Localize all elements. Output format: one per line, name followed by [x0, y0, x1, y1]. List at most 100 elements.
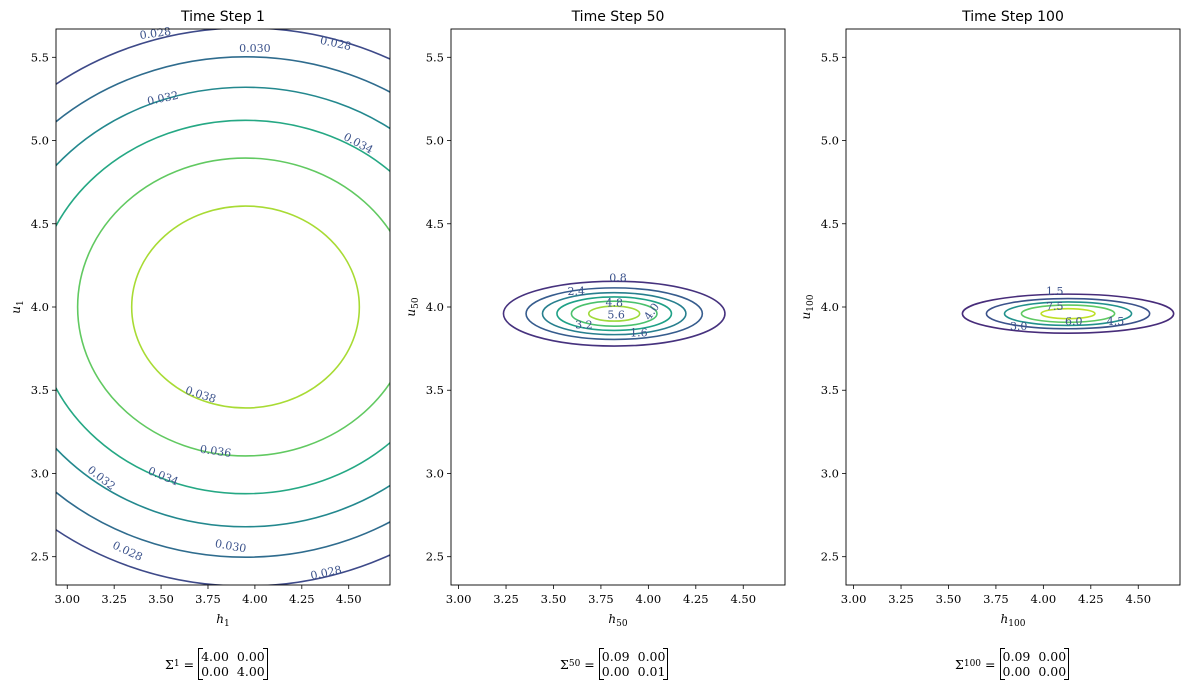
contour-line: [130, 205, 361, 409]
contour-line: [56, 119, 390, 495]
contour-label: 3.2: [575, 318, 593, 331]
contour-label: 5.6: [607, 308, 625, 321]
x-tick-label: 3.00: [841, 592, 867, 606]
y-tick-label: 3.5: [31, 383, 49, 397]
chart-title: Time Step 50: [571, 9, 665, 25]
chart-title: Time Step 1: [180, 9, 265, 25]
x-tick-label: 4.50: [336, 592, 362, 606]
y-axis-label: u100: [799, 294, 816, 319]
x-tick-label: 4.00: [1031, 592, 1057, 606]
x-tick-label: 3.50: [148, 592, 174, 606]
y-axis-label: u50: [404, 297, 421, 316]
contour-line: [556, 296, 673, 332]
x-tick-label: 3.25: [888, 592, 914, 606]
y-tick-label: 5.5: [821, 50, 839, 64]
x-tick-label: 4.50: [730, 592, 756, 606]
caption-sigma-50: Σ 50 = 0.09 0.00 0.00 0.01: [560, 648, 669, 680]
matrix-cell: 0.00: [201, 664, 229, 679]
caption-equals: =: [584, 656, 595, 672]
x-tick-label: 3.50: [541, 592, 567, 606]
y-tick-label: 4.0: [426, 300, 444, 314]
chart-title: Time Step 100: [961, 9, 1064, 25]
covariance-matrix: 0.09 0.00 0.00 0.01: [598, 648, 669, 680]
x-tick-label: 3.25: [493, 592, 519, 606]
contour-label: 0.032: [146, 89, 180, 108]
x-axis-label: h50: [608, 612, 627, 629]
x-tick-label: 4.50: [1125, 592, 1151, 606]
contour-label: 0.028: [309, 563, 343, 582]
y-tick-label: 3.0: [821, 466, 839, 480]
y-tick-label: 4.5: [426, 217, 444, 231]
contour-label: 0.030: [214, 537, 247, 555]
x-axis-label-subscript: 100: [1008, 619, 1025, 629]
matrix-cell: 0.01: [637, 664, 666, 679]
matrix-cell: 4.00: [201, 649, 229, 664]
y-tick-label: 3.0: [31, 466, 49, 480]
contour-label: 2.4: [568, 285, 586, 298]
contour-panel-2: 0.8 2.4 4.85.6 4.0 3.2 1.6 3.00 3.25 3.50 3.75 4.0…: [404, 9, 786, 629]
contour-lines: [56, 29, 390, 585]
contour-panel-1: 0.028 0.028 0.030 0.032 0.034 0.038 0.036 0.034…: [9, 9, 391, 629]
y-axis-label-subscript: 1: [16, 300, 26, 306]
x-tick-label: 3.25: [101, 592, 127, 606]
caption-symbol: Σ: [165, 656, 174, 672]
x-axis-label-subscript: 50: [616, 619, 628, 629]
x-tick-label: 3.50: [936, 592, 962, 606]
contour-line: [56, 86, 390, 528]
contour-line: [1003, 301, 1133, 327]
contour-label: 1.6: [630, 327, 648, 340]
contour-label: 0.028: [139, 25, 172, 42]
caption-subscript: 1: [173, 659, 180, 669]
caption-subscript: 100: [963, 659, 982, 669]
matrix-cell: 0.00: [1038, 649, 1067, 664]
contour-line: [587, 305, 641, 322]
contour-line: [541, 291, 687, 336]
caption-equals: =: [183, 656, 195, 672]
contour-lines: [961, 293, 1175, 334]
contour-panel-3: 1.5 7.56.0 4.5 3.0 3.00 3.25 3.50 3.75 4.00 4.25 4…: [799, 9, 1181, 629]
y-tick-label: 3.5: [821, 383, 839, 397]
x-tick-label: 3.75: [588, 592, 614, 606]
x-tick-label: 3.00: [54, 592, 80, 606]
contour-label: 0.038: [184, 384, 218, 406]
caption-sigma-100: Σ 100 = 0.09 0.00 0.00 0.00: [955, 648, 1069, 680]
contour-label: 4.5: [1107, 315, 1125, 328]
y-axis-label-subscript: 50: [411, 297, 421, 309]
caption-symbol: Σ: [955, 656, 964, 672]
contour-label: 0.030: [239, 42, 271, 55]
y-tick-label: 4.0: [31, 300, 49, 314]
caption-sigma-1: Σ 1 = 4.00 0.00 0.00 4.00: [165, 648, 268, 680]
x-axis-label-subscript: 1: [224, 619, 230, 629]
caption-symbol: Σ: [560, 656, 569, 672]
y-tick-label: 5.0: [821, 134, 839, 148]
x-axis-label: h100: [1001, 612, 1026, 629]
contour-line: [56, 56, 390, 558]
x-tick-label: 4.25: [683, 592, 709, 606]
contour-label: 0.034: [341, 130, 375, 156]
x-tick-label: 3.00: [446, 592, 472, 606]
y-tick-label: 2.5: [821, 550, 839, 564]
x-tick-label: 4.25: [289, 592, 315, 606]
contour-label: 6.0: [1065, 315, 1083, 328]
y-axis-label: u1: [9, 300, 26, 313]
contour-line: [56, 29, 390, 585]
y-tick-label: 2.5: [31, 550, 49, 564]
covariance-matrix: 0.09 0.00 0.00 0.00: [999, 648, 1070, 680]
contour-line: [961, 293, 1175, 334]
contour-line: [525, 287, 704, 341]
matrix-cell: 0.00: [601, 664, 630, 679]
x-axis-label: h1: [216, 612, 229, 629]
y-tick-label: 5.5: [426, 50, 444, 64]
contour-label: 7.5: [1046, 300, 1064, 313]
contour-label: 0.028: [110, 539, 144, 564]
contour-label: 1.5: [1046, 285, 1064, 298]
contour-label: 0.028: [319, 34, 353, 53]
contour-label: 0.8: [609, 272, 627, 285]
matrix-cell: 4.00: [236, 664, 265, 679]
y-tick-label: 5.5: [31, 50, 49, 64]
caption-equals: =: [985, 656, 996, 672]
contour-line: [1040, 307, 1096, 320]
y-tick-label: 3.5: [426, 383, 444, 397]
matrix-cell: 0.00: [637, 649, 666, 664]
